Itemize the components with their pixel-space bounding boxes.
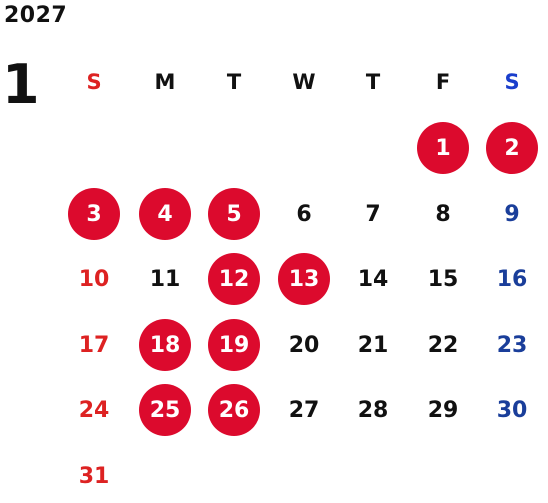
weekday-header-tue: T: [226, 70, 242, 94]
day-cell[interactable]: 15: [427, 266, 459, 292]
weekday-header-sun: S: [86, 70, 102, 94]
day-cell-holiday[interactable]: 4: [139, 188, 191, 240]
day-cell-holiday[interactable]: 12: [208, 253, 260, 305]
weekday-header-mon: M: [154, 70, 176, 94]
day-cell[interactable]: 14: [357, 266, 389, 292]
weekday-header-thu: T: [365, 70, 381, 94]
year-label: 2027: [4, 3, 68, 28]
day-cell[interactable]: 9: [504, 201, 520, 227]
day-cell[interactable]: 24: [78, 397, 110, 423]
day-cell-holiday[interactable]: 5: [208, 188, 260, 240]
day-cell-holiday[interactable]: 13: [278, 253, 330, 305]
day-cell[interactable]: 29: [427, 397, 459, 423]
day-cell[interactable]: 28: [357, 397, 389, 423]
day-cell[interactable]: 17: [78, 332, 110, 358]
day-cell-holiday[interactable]: 1: [417, 122, 469, 174]
day-cell-holiday[interactable]: 19: [208, 319, 260, 371]
day-cell[interactable]: 30: [496, 397, 528, 423]
day-cell-holiday[interactable]: 3: [68, 188, 120, 240]
day-cell-holiday[interactable]: 2: [486, 122, 538, 174]
day-cell[interactable]: 8: [435, 201, 451, 227]
weekday-header-sat: S: [504, 70, 520, 94]
day-cell-holiday[interactable]: 26: [208, 384, 260, 436]
day-cell[interactable]: 10: [78, 266, 110, 292]
day-cell[interactable]: 6: [296, 201, 312, 227]
day-cell[interactable]: 11: [149, 266, 181, 292]
day-cell[interactable]: 7: [365, 201, 381, 227]
day-cell[interactable]: 27: [288, 397, 320, 423]
weekday-header-row: S M T W T F S: [68, 56, 548, 108]
day-cell[interactable]: 23: [496, 332, 528, 358]
day-cell[interactable]: 31: [78, 463, 110, 489]
day-cell[interactable]: 22: [427, 332, 459, 358]
day-cell-holiday[interactable]: 25: [139, 384, 191, 436]
week-row: 10 11 12 13 14 15 16: [68, 253, 548, 305]
day-cell[interactable]: 21: [357, 332, 389, 358]
week-row: 17 18 19 20 21 22 23: [68, 319, 548, 371]
week-row: 24 25 26 27 28 29 30: [68, 384, 548, 436]
weekday-header-wed: W: [292, 70, 316, 94]
day-cell[interactable]: 16: [496, 266, 528, 292]
day-cell-holiday[interactable]: 18: [139, 319, 191, 371]
month-number: 1: [2, 53, 40, 116]
week-row: 31: [68, 450, 548, 502]
day-cell[interactable]: 20: [288, 332, 320, 358]
weekday-header-fri: F: [435, 70, 451, 94]
